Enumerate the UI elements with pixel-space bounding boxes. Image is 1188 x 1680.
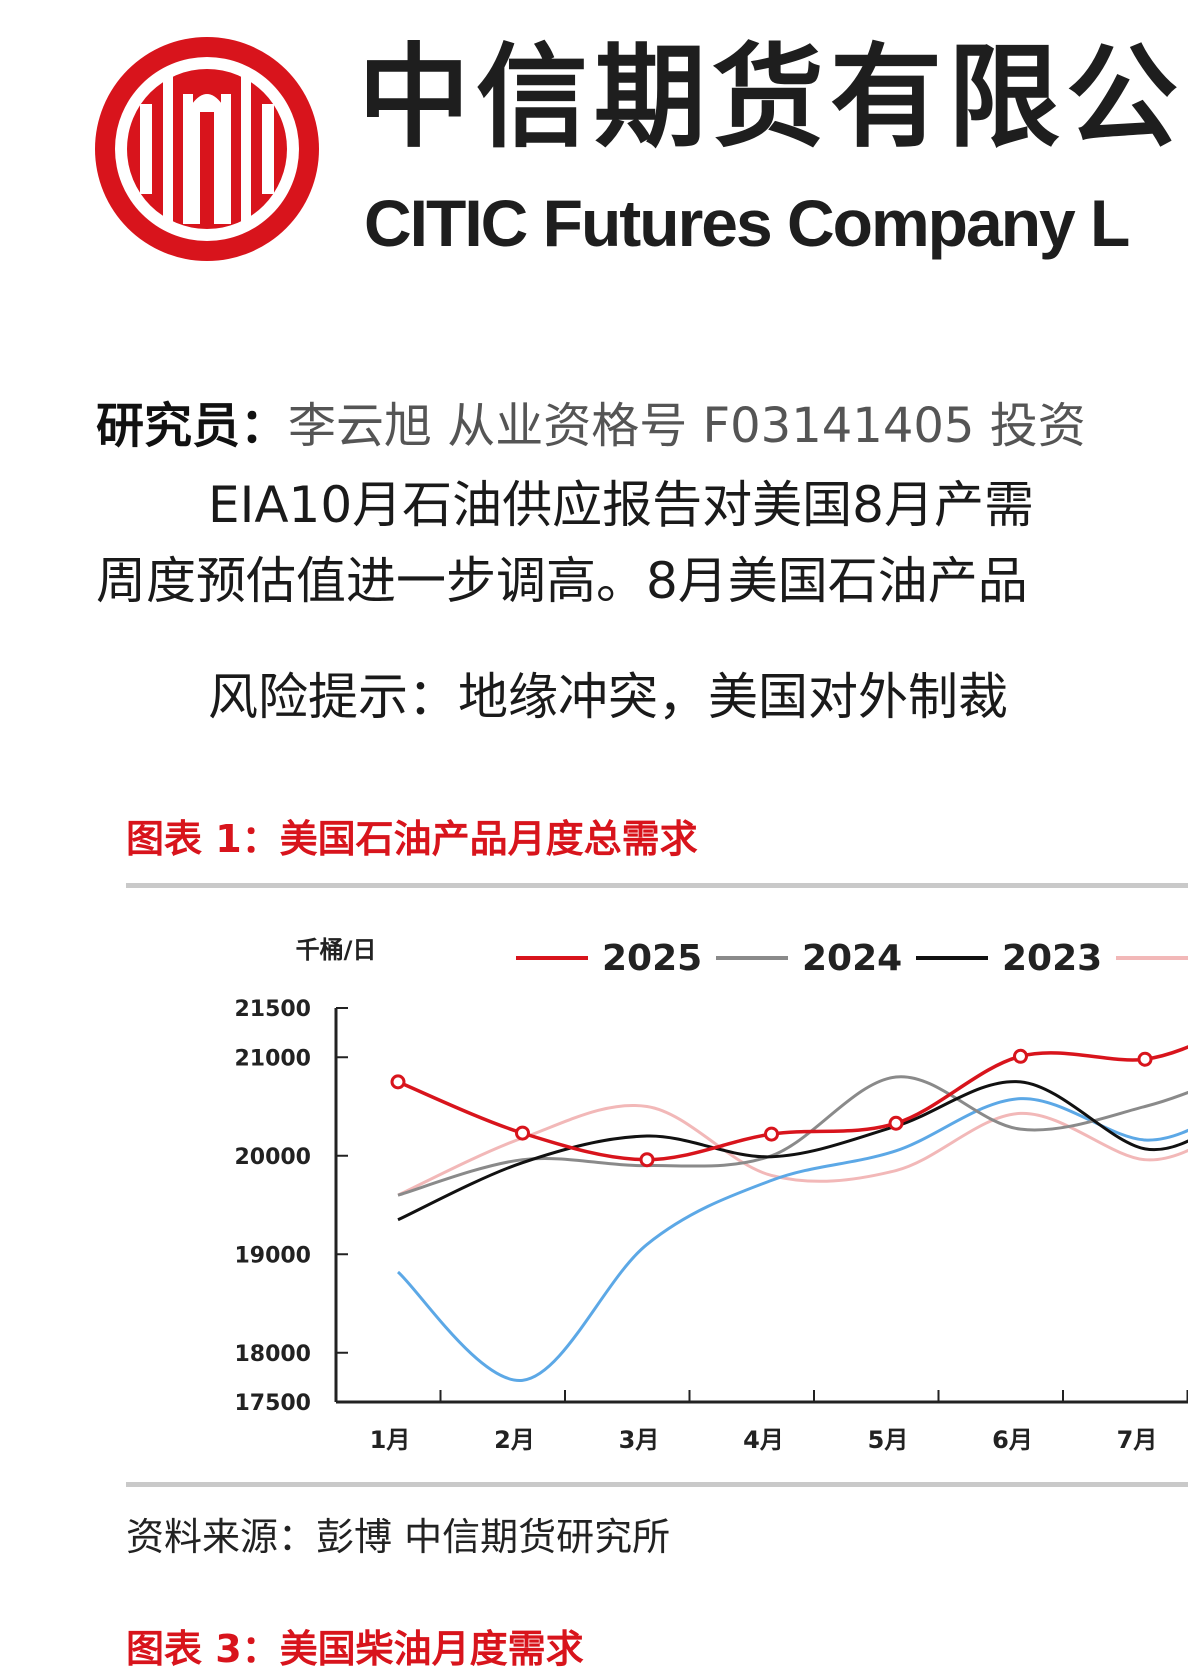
figure1-top-rule <box>126 883 1188 888</box>
paragraph-2: 周度预估值进一步调高。8月美国石油产品 <box>96 552 1028 610</box>
figure1-source: 资料来源：彭博 中信期货研究所 <box>126 1515 671 1559</box>
y-tick-label: 18000 <box>234 1342 311 1367</box>
series-line-2025 <box>397 1045 1188 1162</box>
researcher-line: 研究员：李云旭 从业资格号 F03141405 投资 <box>96 402 1086 450</box>
series-2025-point <box>1137 1051 1153 1067</box>
x-tick-label: 3月 <box>619 1426 660 1454</box>
y-tick-label: 21000 <box>234 1046 311 1071</box>
legend-label: 2025 <box>602 938 702 979</box>
company-name-cn: 中信期货有限公 <box>358 32 1184 163</box>
series-2025-point <box>639 1152 655 1168</box>
risk-warning: 风险提示：地缘冲突，美国对外制裁 <box>208 668 1008 726</box>
y-tick-label: 21500 <box>234 997 311 1022</box>
series-line-2023 <box>397 1080 1188 1222</box>
y-axis-unit-label: 千桶/日 <box>296 936 377 964</box>
x-tick-label: 2月 <box>494 1426 535 1454</box>
researcher-info: 李云旭 从业资格号 F03141405 投资 <box>288 398 1086 454</box>
researcher-label: 研究员： <box>96 398 289 454</box>
series-2025-point <box>764 1126 779 1142</box>
x-tick-label: 7月 <box>1117 1426 1158 1454</box>
x-tick-label: 6月 <box>992 1426 1033 1454</box>
x-tick-label: 5月 <box>868 1426 909 1454</box>
company-name-en: CITIC Futures Company L <box>364 186 1130 260</box>
series-2025-point <box>888 1115 904 1131</box>
paragraph-1: EIA10月石油供应报告对美国8月产需 <box>208 476 1034 534</box>
series-line-unlabeled-4 <box>397 1104 1188 1197</box>
series-2025-point <box>1013 1048 1028 1064</box>
citic-logo-emblem <box>95 37 319 261</box>
series-line-unlabeled-3 <box>397 1097 1188 1382</box>
y-tick-label: 20000 <box>234 1145 311 1170</box>
y-tick-label: 19000 <box>234 1243 311 1268</box>
x-tick-label: 4月 <box>743 1426 784 1454</box>
series-2025-point <box>515 1125 530 1141</box>
series-2025-point <box>390 1074 406 1090</box>
demand-line-chart: 千桶/日 21500 21000 20000 19000 18000 17500 1月 2月 3月… <box>234 936 1188 1454</box>
figure1-bottom-rule <box>126 1482 1188 1487</box>
y-tick-label: 17500 <box>234 1391 311 1416</box>
x-tick-label: 1月 <box>370 1426 411 1454</box>
legend-label: 2023 <box>1002 938 1102 979</box>
figure1-title: 图表 1：美国石油产品月度总需求 <box>126 817 698 861</box>
legend-label: 2024 <box>802 938 902 979</box>
figure3-title: 图表 3：美国柴油月度需求 <box>126 1627 584 1671</box>
